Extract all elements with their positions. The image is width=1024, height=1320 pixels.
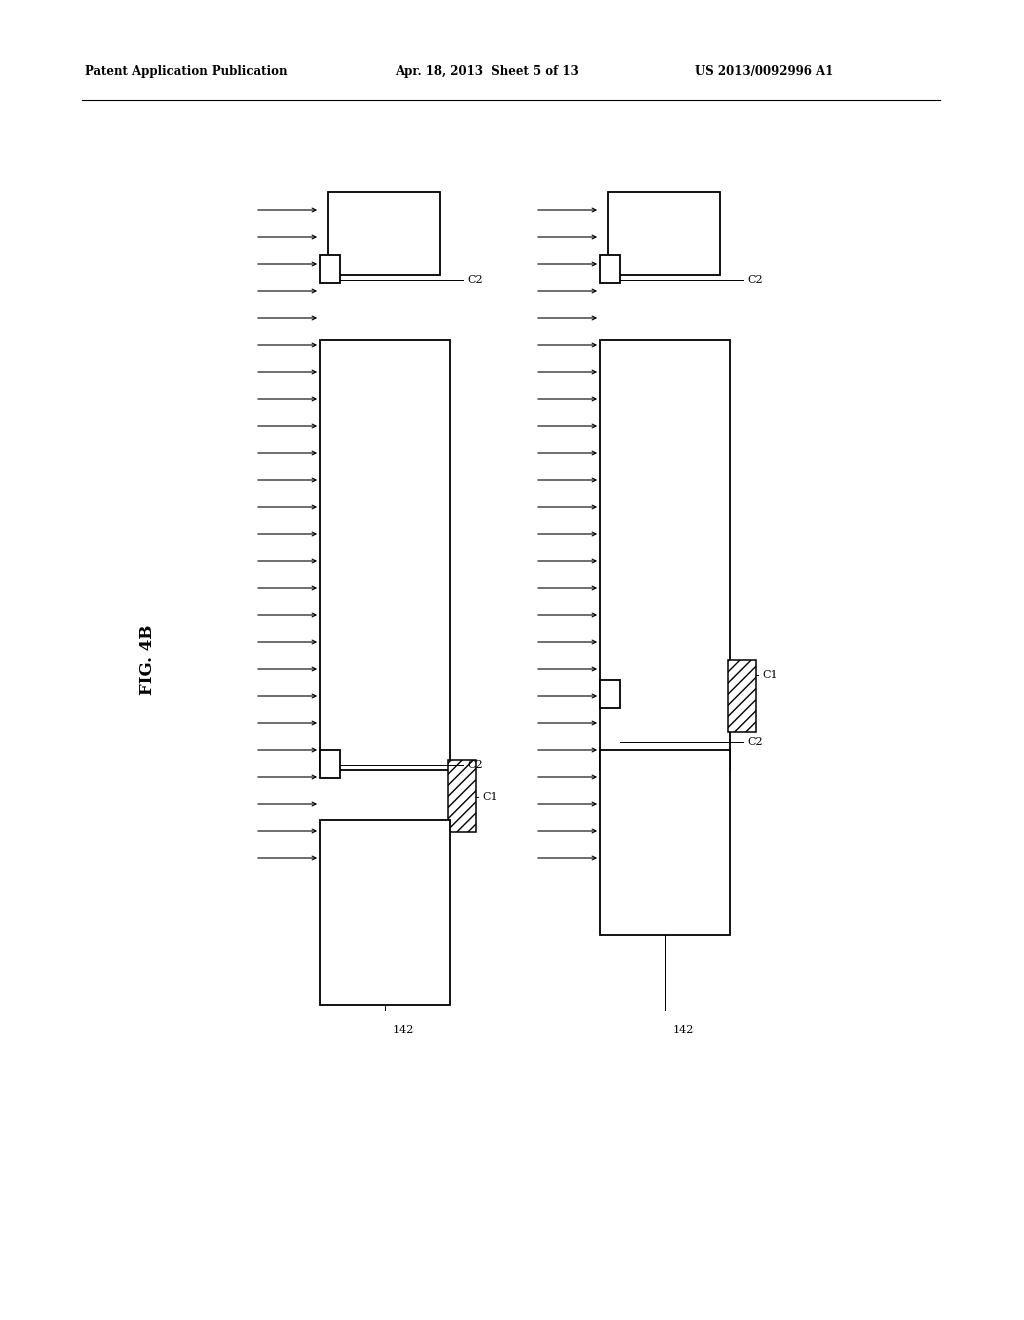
Text: Patent Application Publication: Patent Application Publication [85, 66, 288, 78]
Bar [600, 680, 620, 708]
Text: C2: C2 [746, 737, 763, 747]
Bar [449, 760, 476, 832]
Bar [600, 750, 730, 935]
Text: C1: C1 [482, 792, 498, 803]
Text: C2: C2 [467, 275, 482, 285]
Text: 142: 142 [673, 1026, 694, 1035]
Bar [600, 255, 620, 282]
Text: C2: C2 [746, 275, 763, 285]
Bar [608, 191, 720, 275]
Text: C2: C2 [467, 760, 482, 770]
Bar [328, 191, 440, 275]
Bar [728, 660, 756, 733]
Bar [600, 341, 730, 770]
Text: FIG. 4B: FIG. 4B [139, 624, 157, 696]
Text: Apr. 18, 2013  Sheet 5 of 13: Apr. 18, 2013 Sheet 5 of 13 [395, 66, 579, 78]
Bar [319, 341, 450, 770]
Text: C1: C1 [762, 671, 777, 680]
Text: 142: 142 [393, 1026, 415, 1035]
Bar [319, 750, 340, 777]
Text: US 2013/0092996 A1: US 2013/0092996 A1 [695, 66, 834, 78]
Bar [319, 820, 450, 1005]
Bar [319, 255, 340, 282]
